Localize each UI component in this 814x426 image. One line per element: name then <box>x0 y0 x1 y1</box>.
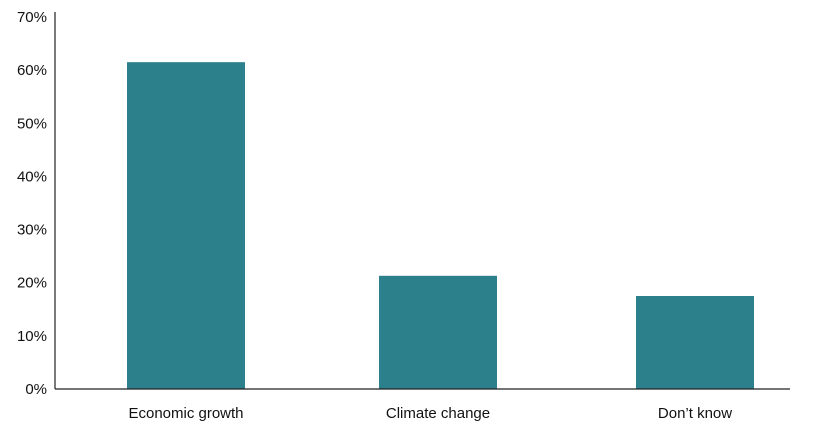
y-tick-label: 30% <box>17 222 47 239</box>
y-tick-label: 60% <box>17 62 47 79</box>
y-tick-label: 50% <box>17 115 47 132</box>
bars <box>127 62 754 390</box>
bar <box>636 296 754 389</box>
y-axis-ticks: 0% 10% 20% 30% 40% 50% 60% 70% <box>17 9 47 398</box>
bar <box>127 62 245 390</box>
x-category-label: Don’t know <box>658 405 732 422</box>
y-tick-label: 0% <box>25 381 47 398</box>
y-tick-label: 40% <box>17 168 47 185</box>
x-category-label: Economic growth <box>128 405 243 422</box>
x-category-label: Climate change <box>386 405 490 422</box>
bar <box>379 275 497 389</box>
y-tick-label: 10% <box>17 328 47 345</box>
y-tick-label: 70% <box>17 9 47 26</box>
y-tick-label: 20% <box>17 275 47 292</box>
x-axis-labels: Economic growth Climate change Don’t know <box>128 405 732 422</box>
